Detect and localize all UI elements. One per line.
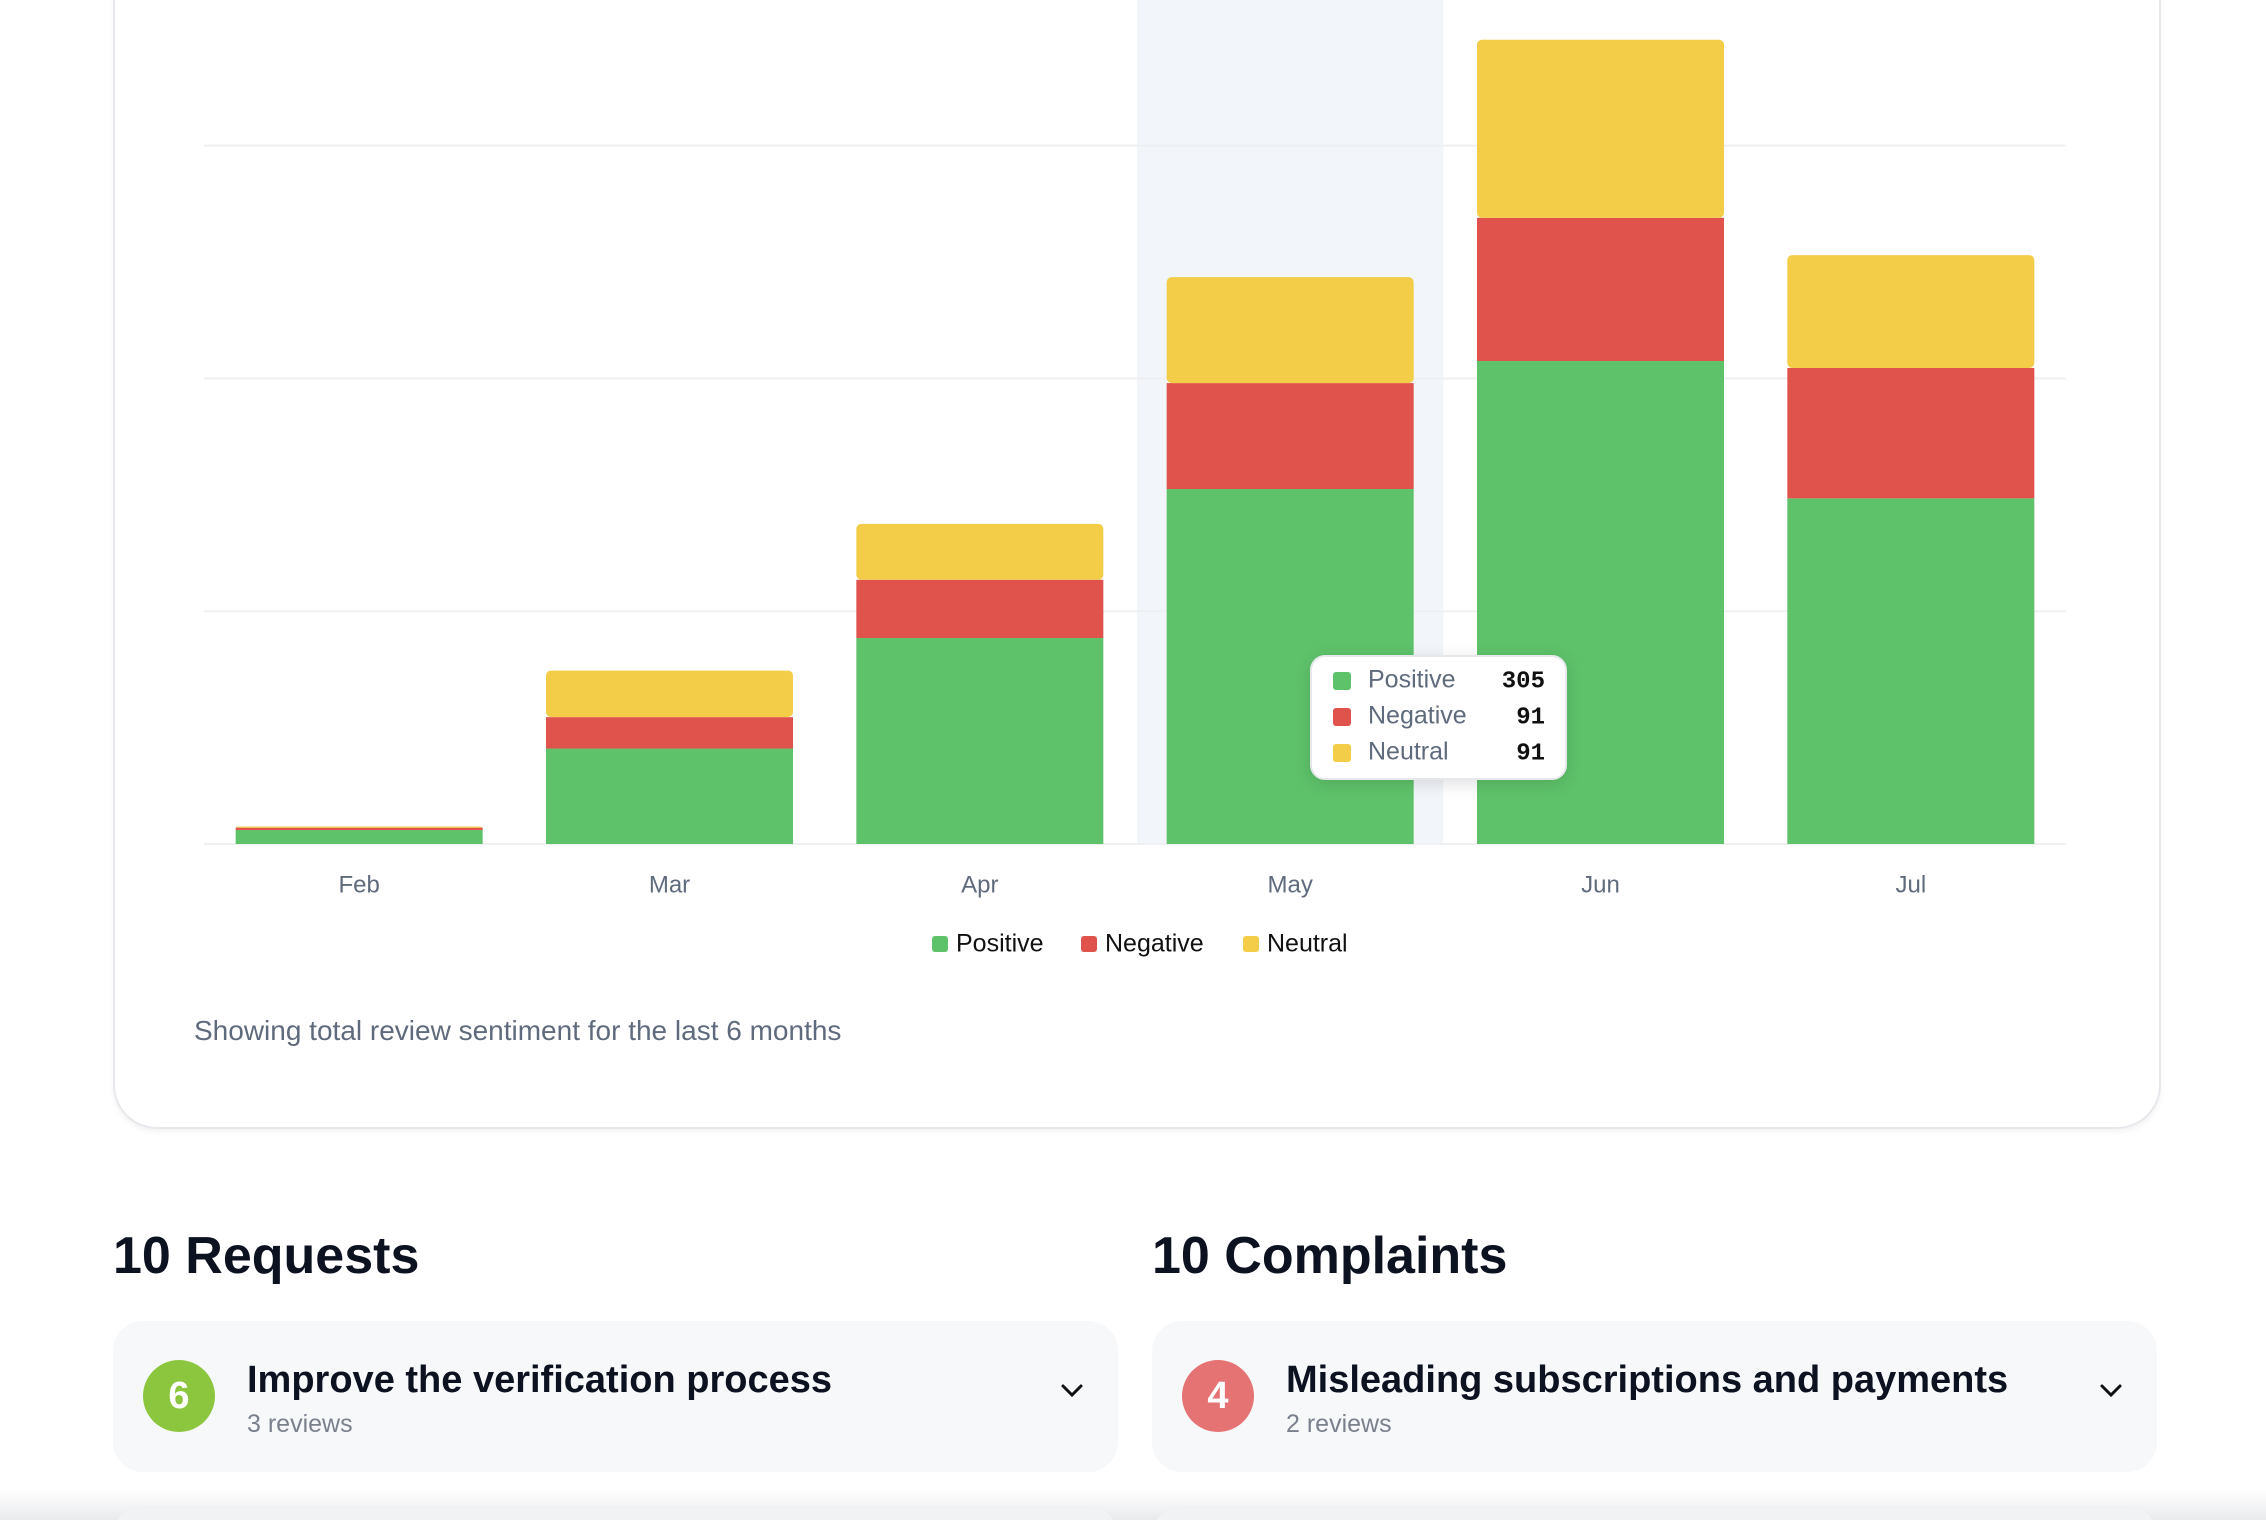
legend-label: Positive xyxy=(956,930,1044,958)
legend-label: Neutral xyxy=(1267,930,1348,958)
tooltip-label: Negative xyxy=(1368,702,1467,730)
tooltip-label: Positive xyxy=(1368,666,1456,694)
bar-segment xyxy=(546,717,793,749)
bar-segment xyxy=(856,579,1104,638)
tooltip-value: 305 xyxy=(1502,668,1545,695)
x-tick-label: Jul xyxy=(1895,871,1926,898)
x-tick-label: Apr xyxy=(961,871,998,898)
bar-segment xyxy=(856,523,1104,580)
legend-swatch xyxy=(1081,936,1097,952)
tooltip: Positive 305 Negative 91 Neutral 91 xyxy=(1310,655,1567,780)
bar-segment xyxy=(546,748,793,844)
bar-segment xyxy=(1787,498,2035,844)
tooltip-box xyxy=(1310,655,1567,780)
item-reviews: 3 reviews xyxy=(247,1410,353,1438)
legend-swatch xyxy=(1243,936,1259,952)
x-tick-label: Mar xyxy=(649,871,690,898)
next-item xyxy=(113,1506,1118,1520)
count-badge: 4 xyxy=(1182,1360,1254,1432)
chart-card xyxy=(113,0,2161,1129)
tooltip-value: 91 xyxy=(1516,740,1545,767)
item-reviews: 2 reviews xyxy=(1286,1410,1392,1438)
bar-segment xyxy=(1787,255,2035,368)
request-item[interactable]: 6 Improve the verification process 3 rev… xyxy=(113,1321,1118,1472)
x-tick-label: Feb xyxy=(338,871,379,898)
count-badge: 6 xyxy=(143,1360,215,1432)
bar-segment xyxy=(1787,367,2035,499)
bar-segment xyxy=(1166,383,1414,490)
bar-segment xyxy=(856,637,1104,844)
tooltip-swatch xyxy=(1333,744,1351,762)
tooltip-swatch xyxy=(1333,708,1351,726)
requests-heading: 10 Requests xyxy=(113,1227,420,1285)
bar-segment xyxy=(235,830,483,844)
chevron[interactable] xyxy=(1060,1383,1084,1399)
complaints-heading: 10 Complaints xyxy=(1152,1227,1508,1285)
chart-caption: Showing total review sentiment for the l… xyxy=(194,1015,842,1046)
bar-segment xyxy=(235,826,483,828)
bar-segment xyxy=(235,827,483,831)
x-tick-label: Jun xyxy=(1581,871,1620,898)
tooltip-swatch xyxy=(1333,672,1351,690)
legend-label: Negative xyxy=(1105,930,1204,958)
tooltip-label: Neutral xyxy=(1368,738,1449,766)
item-title: Misleading subscriptions and payments xyxy=(1286,1359,2009,1401)
chevron[interactable] xyxy=(2099,1383,2123,1399)
bar-segment xyxy=(1477,217,1724,361)
legend-swatch xyxy=(932,936,948,952)
item-title: Improve the verification process xyxy=(247,1359,832,1401)
complaint-item[interactable]: 4 Misleading subscriptions and payments … xyxy=(1152,1321,2157,1472)
tooltip-value: 91 xyxy=(1516,704,1545,731)
x-tick-label: May xyxy=(1267,871,1312,898)
chart: Feb Mar Apr May Jun Jul Positive Negative Neutra… xyxy=(204,0,2066,958)
bar-segment xyxy=(1477,39,1724,218)
next-item xyxy=(1152,1506,2157,1520)
bar-segment xyxy=(546,670,793,718)
bar-segment xyxy=(1166,277,1414,384)
